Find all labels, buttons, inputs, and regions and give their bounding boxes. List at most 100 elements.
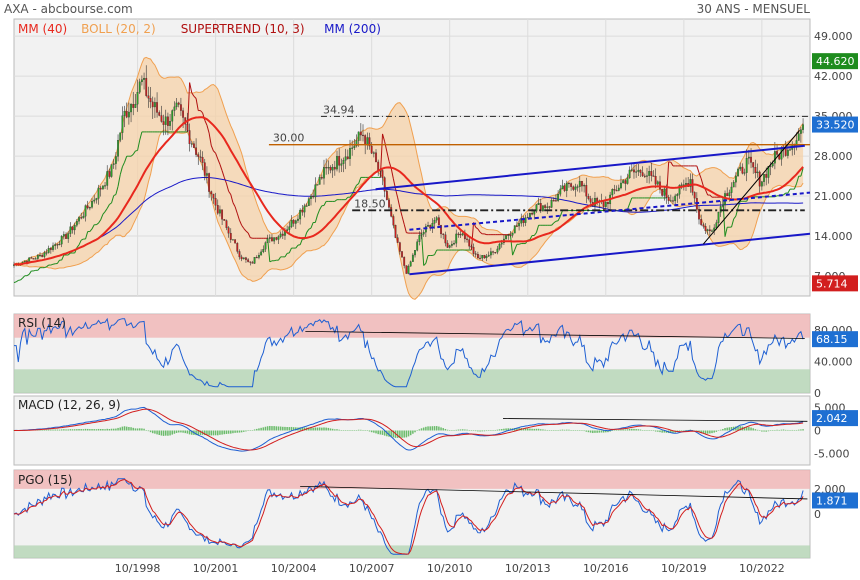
macd-hist-bar-173 xyxy=(388,430,390,437)
price-candle-210 xyxy=(468,236,471,250)
price-candle-100 xyxy=(229,228,232,243)
price-candle-191 xyxy=(427,221,429,227)
supertrend-seg-8 xyxy=(28,270,32,275)
supertrend-seg-46 xyxy=(111,195,115,204)
candle-body-20 xyxy=(56,244,59,246)
supertrend-seg-1 xyxy=(13,281,17,284)
supertrend-seg-12 xyxy=(37,267,41,271)
macd-hist-bar-310 xyxy=(685,429,687,431)
price-candle-9 xyxy=(32,258,35,260)
price-candle-276 xyxy=(611,188,614,199)
supertrend-seg-16 xyxy=(46,264,49,268)
candle-body-273 xyxy=(604,201,607,207)
price-candle-58 xyxy=(138,78,141,95)
supertrend-seg-218 xyxy=(484,233,487,236)
macd-hist-bar-265 xyxy=(587,430,590,433)
supertrend-seg-216 xyxy=(479,231,483,235)
macd-hist-bar-138 xyxy=(312,427,314,431)
macd-hist-bar-18 xyxy=(52,429,54,431)
macd-hist-bar-59 xyxy=(141,428,143,431)
macd-hist-bar-323 xyxy=(713,430,715,433)
price-candle-258 xyxy=(572,185,575,192)
supertrend-seg-104 xyxy=(236,213,240,221)
candle-body-331 xyxy=(730,186,733,193)
candle-body-242 xyxy=(537,203,540,205)
price-candle-64 xyxy=(151,96,154,119)
candle-body-335 xyxy=(739,166,742,170)
price-candle-52 xyxy=(125,102,128,119)
macd-hist-bar-217 xyxy=(483,430,486,432)
macd-hist-bar-353 xyxy=(778,429,780,431)
candle-body-215 xyxy=(479,257,481,259)
legend-entry-3: MM (200) xyxy=(324,22,381,36)
macd-hist-bar-282 xyxy=(624,429,627,431)
candle-body-57 xyxy=(136,92,139,105)
macd-hist-bar-68 xyxy=(160,430,163,436)
macd-hist-bar-78 xyxy=(182,430,184,433)
macd-hist-bar-267 xyxy=(592,430,594,434)
supertrend-seg-123 xyxy=(278,256,282,261)
supertrend-seg-94 xyxy=(215,153,219,160)
price-candle-283 xyxy=(626,173,629,185)
macd-hist-bar-144 xyxy=(325,427,327,431)
price-candle-308 xyxy=(680,182,683,190)
macd-hist-bar-324 xyxy=(715,430,718,432)
supertrend-seg-195 xyxy=(434,249,438,255)
price-candle-199 xyxy=(444,231,447,247)
macd-hist-bar-212 xyxy=(472,430,475,431)
candle-body-18 xyxy=(52,245,54,250)
supertrend-seg-318 xyxy=(700,178,704,187)
macd-hist-bar-197 xyxy=(440,427,442,431)
supertrend-seg-15 xyxy=(44,266,47,269)
supertrend-seg-2 xyxy=(15,279,19,283)
price-candle-181 xyxy=(405,265,408,274)
candle-body-165 xyxy=(370,145,373,154)
supertrend-seg-127 xyxy=(287,252,290,254)
price-candle-19 xyxy=(54,242,57,250)
macd-hist-bar-364 xyxy=(802,429,804,431)
price-candle-145 xyxy=(327,160,330,175)
pgo-legend: PGO (15) xyxy=(18,473,72,487)
price-candle-176 xyxy=(394,224,397,239)
candle-body-258 xyxy=(572,186,575,190)
candle-body-188 xyxy=(420,233,423,236)
x-tick-0: 10/1998 xyxy=(115,562,161,575)
supertrend-seg-84 xyxy=(193,95,197,99)
macd-hist-bar-93 xyxy=(214,430,217,436)
candle-body-176 xyxy=(394,224,397,238)
macd-hist-bar-166 xyxy=(373,430,375,433)
price-candle-10 xyxy=(34,257,37,260)
supertrend-seg-119 xyxy=(269,260,273,263)
supertrend-seg-5 xyxy=(22,275,26,279)
supertrend-seg-253 xyxy=(559,210,563,217)
candle-body-26 xyxy=(69,226,72,234)
macd-hist-bar-69 xyxy=(162,430,165,436)
candle-body-268 xyxy=(594,198,596,206)
candle-body-105 xyxy=(240,256,243,260)
macd-hist-bar-169 xyxy=(379,430,382,435)
macd-hist-bar-85 xyxy=(197,430,200,436)
supertrend-seg-26 xyxy=(67,252,71,256)
price-candle-12 xyxy=(39,252,41,257)
macd-hist-bar-241 xyxy=(535,428,538,431)
price-candle-77 xyxy=(180,97,182,116)
macd-hist-bar-215 xyxy=(479,430,481,432)
macd-hist-bar-354 xyxy=(780,429,783,431)
candle-body-183 xyxy=(409,261,412,267)
supertrend-seg-40 xyxy=(98,219,102,224)
price-candle-27 xyxy=(71,226,74,234)
price-candle-220 xyxy=(489,247,492,259)
candle-body-95 xyxy=(219,209,221,214)
pgo-y-tick-1: 0 xyxy=(814,508,821,521)
candle-body-108 xyxy=(247,259,250,262)
candle-body-171 xyxy=(383,177,386,192)
price-candle-183 xyxy=(409,260,412,267)
macd-hist-bar-275 xyxy=(609,430,611,432)
price-candle-293 xyxy=(648,165,651,184)
price-candle-335 xyxy=(739,162,742,171)
price-candle-50 xyxy=(121,106,124,140)
supertrend-seg-55 xyxy=(130,154,134,157)
candle-body-347 xyxy=(765,174,768,178)
candle-body-284 xyxy=(628,169,631,179)
macd-hist-bar-276 xyxy=(611,430,614,431)
